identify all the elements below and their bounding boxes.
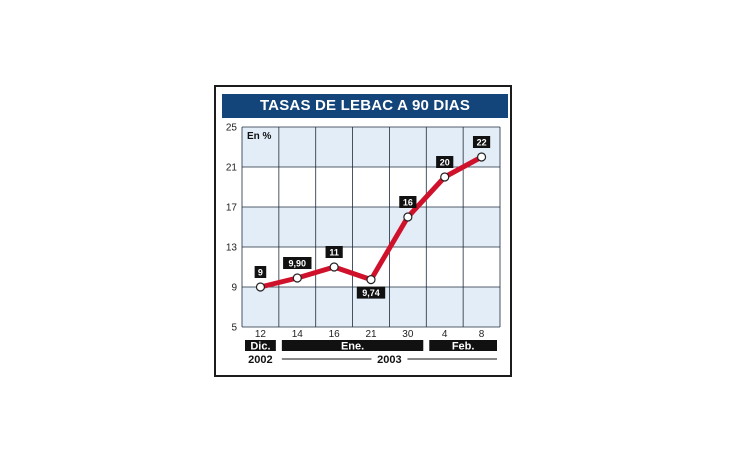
- month-bar: [429, 340, 497, 351]
- x-tick-label: 12: [255, 329, 267, 340]
- data-label: 9: [258, 267, 263, 277]
- data-point: [403, 212, 413, 222]
- grid-band: [242, 127, 500, 167]
- data-label-box: [325, 246, 343, 258]
- x-tick-label: 30: [402, 329, 414, 340]
- data-label: 16: [403, 197, 413, 207]
- data-point: [329, 262, 339, 272]
- y-tick-label: 21: [226, 163, 238, 174]
- data-label-box: [436, 156, 454, 168]
- data-label: 11: [329, 247, 339, 257]
- data-label-box: [283, 257, 312, 269]
- y-tick-label: 5: [231, 323, 237, 334]
- data-label-box: [254, 266, 267, 278]
- month-label: Feb.: [452, 341, 475, 353]
- data-label-box: [356, 286, 386, 299]
- data-point: [476, 152, 487, 162]
- y-tick-label: 9: [231, 283, 237, 294]
- month-bar: [281, 340, 424, 351]
- data-label: 9,90: [289, 258, 307, 268]
- y-tick-label: 25: [226, 123, 238, 134]
- data-point: [255, 282, 266, 292]
- x-tick-label: 16: [329, 329, 341, 340]
- month-bar: [245, 340, 276, 351]
- data-label: 9,74: [362, 288, 380, 298]
- month-label: Dic.: [250, 341, 270, 353]
- year-label: 2002: [248, 354, 272, 366]
- x-tick-label: 21: [365, 329, 377, 340]
- data-label-box: [472, 136, 491, 148]
- month-label: Ene.: [341, 341, 364, 353]
- data-point: [366, 275, 376, 285]
- data-label: 22: [477, 137, 487, 147]
- data-point: [440, 172, 450, 182]
- x-tick-label: 14: [292, 329, 304, 340]
- year-label: 2003: [377, 354, 401, 366]
- data-label-box: [399, 196, 417, 208]
- x-tick-label: 4: [442, 329, 448, 340]
- data-label: 20: [440, 157, 450, 167]
- y-tick-label: 17: [226, 203, 238, 214]
- grid-band: [242, 167, 500, 207]
- data-point: [292, 273, 302, 283]
- unit-label: En %: [247, 131, 272, 142]
- grid-band: [242, 207, 500, 247]
- y-tick-label: 13: [226, 243, 238, 254]
- x-tick-label: 8: [479, 329, 485, 340]
- chart-title: TASAS DE LEBAC A 90 DIAS: [222, 94, 508, 118]
